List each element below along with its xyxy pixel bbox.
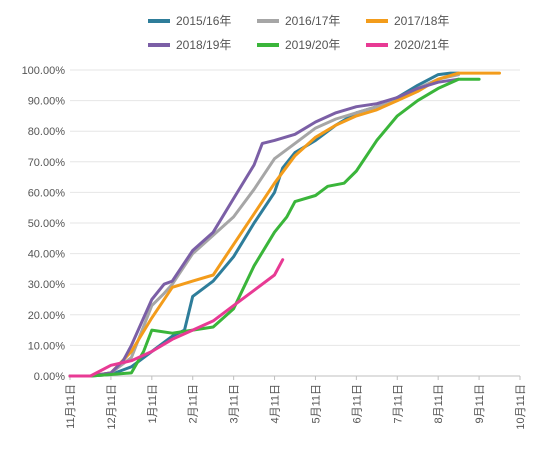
series-line-5 [68,77,481,378]
plot-area [68,71,501,378]
legend-label: 2019/20年 [285,38,340,52]
x-tick-label: 12月11日 [106,384,118,430]
y-tick-label: 100.00% [22,65,66,77]
x-tick-label: 6月11日 [351,384,363,424]
y-tick-label: 80.00% [28,126,66,138]
legend-label: 2015/16年 [176,14,231,28]
x-tick-label: 8月11日 [433,384,445,424]
x-tick-label: 4月11日 [270,384,282,424]
series-line-3 [68,71,501,378]
y-axis: 0.00% 10.00% 20.00% 30.00% 40.00% 50.00% 60.00… [22,65,66,383]
x-tick-label: 11月11日 [65,384,77,429]
y-tick-label: 30.00% [28,279,66,291]
x-axis: 11月11日 12月11日 1月11日 2月11日 3月11日 4月11日 5月11日 6月1… [65,376,527,430]
y-tick-label: 20.00% [28,310,66,322]
y-tick-label: 0.00% [34,371,65,383]
legend-label: 2017/18年 [394,14,449,28]
y-tick-label: 60.00% [28,187,66,199]
legend-label: 2018/19年 [176,38,231,52]
legend-label: 2016/17年 [285,14,340,28]
x-tick-label: 9月11日 [474,384,486,424]
y-tick-label: 40.00% [28,249,66,261]
y-tick-label: 10.00% [28,340,66,352]
x-tick-label: 3月11日 [229,384,241,424]
series-line-4 [68,77,461,378]
y-tick-label: 50.00% [28,218,66,230]
x-tick-label: 1月11日 [147,384,159,424]
x-tick-label: 7月11日 [392,384,404,424]
x-tick-label: 10月11日 [515,384,527,430]
legend: 2015/16年 2016/17年 2017/18年 2018/19年 2019/20年… [148,14,449,52]
y-tick-label: 70.00% [28,157,66,169]
x-tick-label: 5月11日 [310,384,322,424]
legend-label: 2020/21年 [394,38,449,52]
x-tick-label: 2月11日 [188,384,200,424]
series-line-2 [68,73,461,378]
series-line-6 [68,258,285,378]
y-tick-label: 90.00% [28,96,66,108]
gridlines [70,69,520,377]
series-line-1 [68,71,461,378]
